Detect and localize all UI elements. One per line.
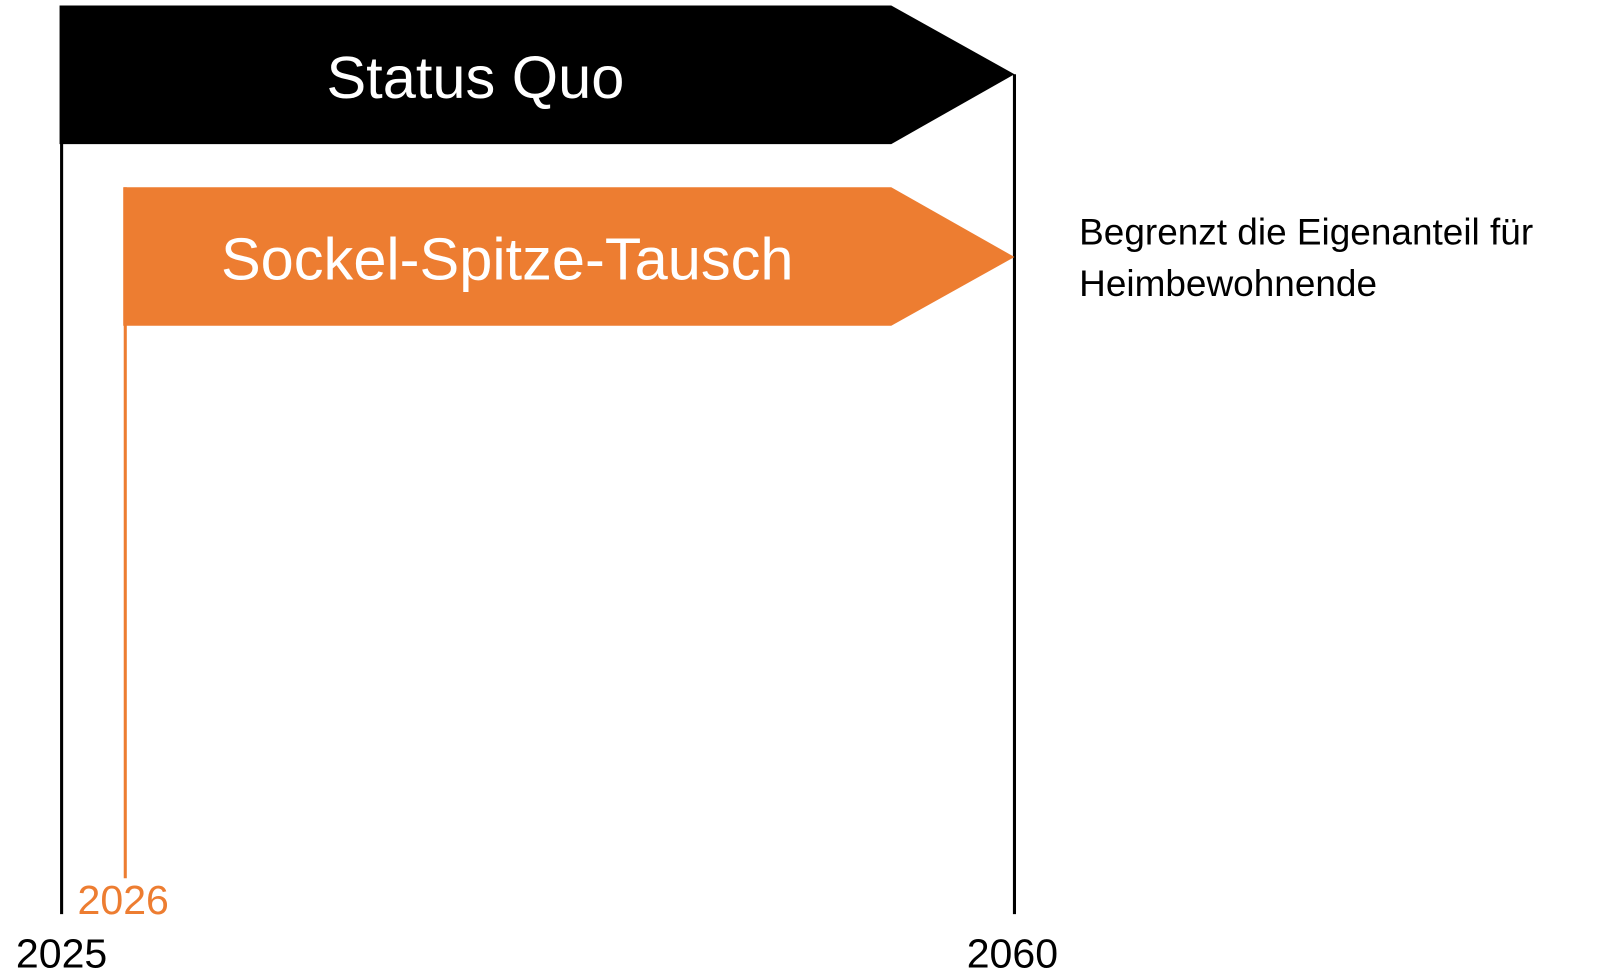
bar-label: Sockel-Spitze-Tausch: [221, 226, 794, 293]
note-line: Heimbewohnende: [1079, 263, 1377, 304]
year-label: 2025: [16, 931, 107, 973]
note-line: Begrenzt die Eigenanteil für: [1079, 212, 1533, 253]
status-quo-arrow: [59, 5, 1015, 145]
bar-label: Status Quo: [326, 44, 624, 111]
year-label: 2026: [78, 877, 169, 923]
reform-arrow: [123, 187, 1015, 326]
year-label: 2060: [967, 931, 1058, 973]
